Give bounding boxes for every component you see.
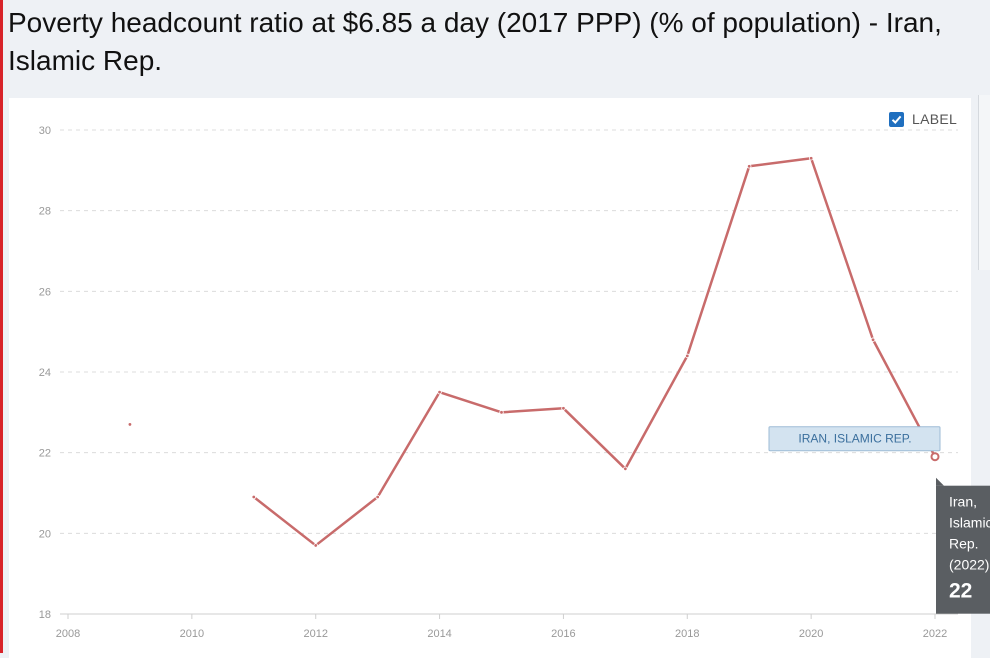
data-point (499, 410, 504, 415)
label-toggle[interactable]: LABEL (889, 110, 957, 128)
x-tick-label: 2010 (180, 628, 204, 640)
x-axis-ticks: 2008 2010 2012 2014 2016 2018 2020 2022 (56, 613, 958, 640)
tooltip-value: 22 (949, 580, 972, 603)
data-point (685, 353, 690, 359)
series-line (253, 156, 937, 547)
data-point (313, 543, 318, 548)
tooltip-box (936, 485, 990, 614)
page-title: Poverty headcount ratio at $6.85 a day (… (8, 7, 942, 76)
data-point (930, 452, 940, 462)
series-line-segment (253, 156, 937, 547)
x-tick-label: 2022 (923, 628, 947, 640)
x-tick-label: 2012 (303, 628, 327, 640)
series-points (127, 156, 940, 548)
series-label-badge: IRAN, ISLAMIC REP. (768, 426, 941, 452)
data-point (375, 494, 380, 500)
data-point (561, 406, 566, 411)
x-tick-label: 2014 (427, 628, 451, 640)
grid-lines (60, 129, 958, 615)
tooltip-line: Rep. (949, 536, 979, 552)
left-accent-bar (0, 0, 3, 653)
x-tick-label: 2008 (56, 628, 80, 640)
data-point (251, 494, 256, 500)
tooltip-arrow (936, 477, 944, 486)
x-tick-label: 2020 (799, 628, 823, 640)
tooltip-line: Iran, (949, 494, 977, 510)
y-tick-label: 20 (39, 528, 51, 540)
data-point (808, 156, 814, 161)
value-tooltip: Iran, Islamic Rep. (2022) 22 (936, 477, 990, 614)
y-tick-label: 28 (39, 206, 51, 218)
tooltip-line: Islamic (949, 515, 990, 531)
data-point (623, 466, 628, 471)
checkbox-checked-icon[interactable] (889, 111, 904, 127)
y-tick-label: 22 (39, 448, 51, 460)
data-point (437, 389, 442, 395)
data-point (870, 337, 876, 342)
y-tick-label: 30 (39, 125, 51, 137)
y-tick-label: 18 (39, 609, 51, 621)
y-tick-label: 26 (39, 286, 51, 298)
data-point (127, 422, 133, 427)
x-tick-label: 2018 (675, 628, 699, 640)
side-panel-edge (978, 95, 990, 270)
tooltip-line: (2022) (949, 557, 989, 573)
series-label-box (768, 426, 941, 452)
chart-panel (9, 98, 971, 658)
series-label-text: IRAN, ISLAMIC REP. (798, 432, 911, 446)
data-point (747, 164, 752, 169)
y-tick-label: 24 (39, 367, 51, 379)
x-tick-label: 2016 (551, 628, 575, 640)
label-toggle-text: LABEL (912, 111, 958, 127)
y-axis-ticks: 18 20 22 24 26 28 30 (39, 125, 51, 621)
